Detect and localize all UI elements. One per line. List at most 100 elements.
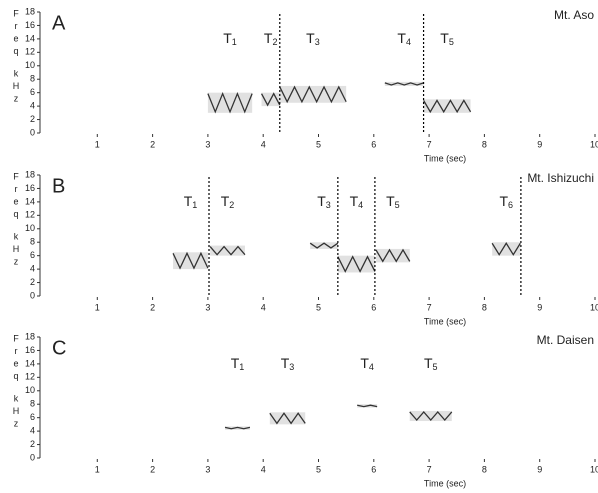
syllable-label: T3: [281, 355, 295, 373]
y-tick-label: 16: [25, 20, 35, 30]
x-tick-label: 5: [316, 139, 321, 149]
y-tick-label: 6: [30, 87, 35, 97]
syllable-label: T5: [424, 355, 438, 373]
x-tick-label: 7: [427, 139, 432, 149]
syllable-sub: 2: [229, 200, 234, 210]
y-axis-letter: q: [13, 371, 18, 381]
x-tick-label: 2: [150, 302, 155, 312]
syllable-trace: [375, 248, 411, 263]
syllable-label: T3: [306, 30, 320, 48]
syllable-name: T: [281, 355, 290, 371]
x-tick-label: 2: [150, 464, 155, 474]
y-axis-letter: q: [13, 46, 18, 56]
syllable-name: T: [499, 193, 508, 209]
y-tick-label: 18: [25, 169, 35, 179]
syllable-trace: [260, 92, 281, 107]
syllable-name: T: [317, 193, 326, 209]
x-tick-label: 3: [205, 302, 210, 312]
syllable-trace: [357, 404, 378, 408]
syllable-trace: [279, 85, 347, 104]
y-axis-letter: q: [13, 209, 18, 219]
y-tick-label: 0: [30, 290, 35, 300]
y-tick-label: 0: [30, 127, 35, 137]
syllable-label: T1: [231, 355, 245, 373]
syllable-trace: [224, 426, 251, 430]
x-tick-label: 5: [316, 302, 321, 312]
syllable-sub: 5: [433, 362, 438, 372]
syllable-name: T: [397, 30, 406, 46]
y-axis-letter: k: [14, 231, 19, 241]
y-axis-letter: r: [15, 184, 18, 194]
y-axis-letter: F: [13, 8, 19, 18]
y-axis-letter: z: [14, 418, 19, 428]
y-tick-label: 6: [30, 412, 35, 422]
x-tick-label: 7: [427, 464, 432, 474]
y-axis-letter: r: [15, 346, 18, 356]
y-tick-label: 10: [25, 385, 35, 395]
y-tick-label: 6: [30, 250, 35, 260]
site-name: Mt. Aso: [554, 8, 594, 22]
x-tick-label: 6: [371, 464, 376, 474]
syllable-label: T1: [223, 30, 237, 48]
x-tick-label: 10: [590, 302, 598, 312]
syllable-sub: 4: [406, 37, 411, 47]
x-axis-title: Time (sec): [424, 478, 466, 488]
x-tick-label: 3: [205, 464, 210, 474]
syllable-label: T6: [499, 193, 513, 211]
y-axis-letter: F: [13, 171, 19, 181]
syllable-trace: [337, 255, 376, 273]
syllable-trace: [209, 245, 246, 256]
syllable-trace: [423, 99, 472, 114]
y-tick-label: 12: [25, 372, 35, 382]
syllable-label: T4: [350, 193, 364, 211]
x-axis-title: Time (sec): [424, 316, 466, 326]
x-tick-label: 5: [316, 464, 321, 474]
syllable-name: T: [223, 30, 232, 46]
syllable-label: T4: [397, 30, 411, 48]
syllable-sub: 2: [272, 37, 277, 47]
y-axis-letter: r: [15, 21, 18, 31]
y-axis-letter: e: [13, 196, 18, 206]
y-tick-label: 0: [30, 452, 35, 462]
syllable: [384, 81, 424, 86]
x-tick-label: 4: [261, 139, 266, 149]
syllable: [492, 242, 521, 256]
syllable-name: T: [424, 355, 433, 371]
y-tick-label: 14: [25, 33, 35, 43]
y-tick-label: 10: [25, 60, 35, 70]
y-axis-letter: H: [13, 406, 20, 416]
syllable-sub: 1: [239, 362, 244, 372]
x-tick-label: 4: [261, 464, 266, 474]
y-axis-letter: e: [13, 33, 18, 43]
syllable-sub: 1: [232, 37, 237, 47]
syllable-sub: 5: [395, 200, 400, 210]
syllable-trace: [269, 412, 306, 425]
y-tick-label: 18: [25, 6, 35, 16]
syllable-name: T: [360, 355, 369, 371]
syllable-trace: [491, 241, 521, 256]
syllable-name: T: [306, 30, 315, 46]
x-tick-label: 1: [95, 464, 100, 474]
x-tick-label: 4: [261, 302, 266, 312]
syllable-trace: [207, 91, 253, 114]
syllable-trace: [384, 82, 424, 86]
x-tick-label: 1: [95, 302, 100, 312]
syllable-label: T2: [264, 30, 278, 48]
y-axis-letter: z: [14, 93, 19, 103]
syllable-sub: 3: [315, 37, 320, 47]
site-name: Mt. Ishizuchi: [527, 171, 594, 185]
syllable-name: T: [264, 30, 273, 46]
panel-label: B: [52, 175, 65, 197]
y-axis-letter: z: [14, 256, 19, 266]
syllable-trace: [409, 410, 453, 422]
y-tick-label: 4: [30, 100, 35, 110]
syllable-sub: 3: [289, 362, 294, 372]
x-tick-label: 8: [482, 302, 487, 312]
y-tick-label: 2: [30, 439, 35, 449]
y-tick-label: 8: [30, 74, 35, 84]
y-tick-label: 8: [30, 237, 35, 247]
site-name: Mt. Daisen: [537, 333, 594, 347]
y-axis-letter: H: [13, 81, 20, 91]
